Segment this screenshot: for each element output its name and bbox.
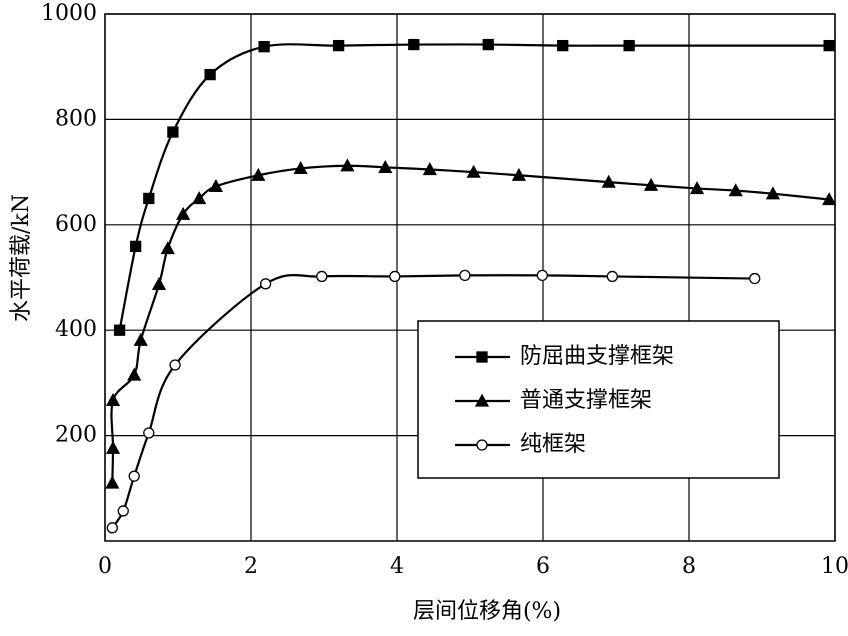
marker: [474, 393, 490, 407]
x-axis-label: 层间位移角(%): [413, 599, 561, 624]
marker: [293, 161, 308, 175]
marker: [557, 39, 569, 52]
marker: [106, 522, 118, 534]
marker: [536, 269, 548, 282]
marker: [160, 241, 175, 255]
legend-label: 普通支撑框架: [520, 388, 652, 413]
y-tick-label: 400: [55, 317, 97, 342]
marker: [105, 392, 121, 406]
marker: [105, 440, 121, 454]
marker: [749, 272, 761, 285]
x-tick-label: 10: [821, 554, 848, 579]
y-tick-label: 200: [55, 423, 97, 448]
marker: [422, 162, 437, 176]
marker: [689, 181, 705, 195]
marker: [389, 270, 401, 283]
marker: [459, 269, 471, 282]
marker: [466, 164, 481, 178]
legend-box: [417, 320, 780, 479]
marker: [208, 178, 224, 192]
marker: [822, 192, 837, 206]
marker: [511, 167, 527, 181]
marker: [176, 206, 191, 220]
marker: [623, 39, 635, 52]
marker: [332, 39, 345, 52]
x-tick-label: 4: [390, 554, 404, 579]
marker: [259, 278, 272, 290]
plot-frame: [104, 13, 836, 542]
marker: [606, 270, 618, 283]
marker: [258, 41, 270, 53]
marker: [151, 276, 167, 291]
x-tick-label: 6: [536, 554, 550, 579]
x-tick-label: 2: [244, 554, 258, 579]
marker: [133, 332, 148, 346]
marker: [601, 174, 616, 188]
marker: [378, 159, 393, 174]
marker: [169, 359, 181, 371]
marker: [340, 158, 355, 172]
x-tick-label: 8: [682, 554, 696, 579]
marker: [117, 505, 129, 517]
legend-label: 防屈曲支撑框架: [520, 344, 674, 369]
x-tick-label: 0: [98, 554, 112, 579]
marker: [167, 126, 179, 138]
marker: [143, 427, 155, 439]
marker: [408, 38, 420, 51]
marker: [192, 191, 207, 205]
marker: [130, 240, 142, 253]
y-tick-label: 1000: [41, 1, 97, 26]
marker: [482, 38, 494, 51]
marker: [204, 68, 216, 81]
legend-label: 纯框架: [520, 432, 586, 457]
y-tick-label: 800: [55, 106, 97, 131]
marker: [128, 470, 140, 482]
series-line: [118, 43, 830, 331]
y-axis-label: 水平荷载/kN: [9, 194, 34, 322]
marker: [113, 324, 126, 336]
marker: [765, 186, 781, 200]
marker: [143, 192, 155, 205]
marker: [476, 439, 488, 451]
y-tick-label: 600: [55, 212, 97, 237]
marker: [127, 367, 142, 381]
marker: [823, 39, 835, 52]
marker: [643, 177, 659, 191]
marker: [105, 475, 120, 489]
marker: [251, 167, 266, 181]
marker: [728, 183, 743, 197]
marker: [316, 270, 328, 283]
marker: [476, 351, 488, 363]
